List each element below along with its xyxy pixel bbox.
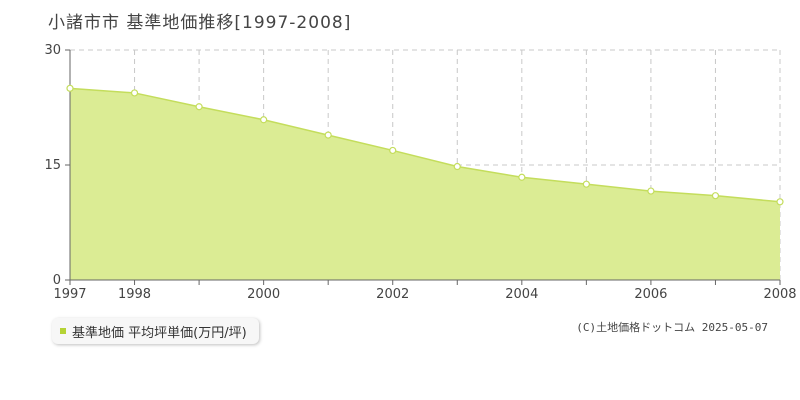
x-tick-label-1997: 1997 [53, 287, 86, 302]
data-point-2001 [324, 131, 332, 139]
series-line [69, 87, 781, 203]
y-tick-label-30: 30 [44, 43, 61, 58]
data-point-2007 [711, 192, 720, 200]
legend-swatch [60, 328, 66, 334]
data-point-2008 [776, 198, 784, 206]
x-tick-label-1998: 1998 [118, 287, 151, 302]
copyright-text: (C)土地価格ドットコム 2025-05-07 [576, 321, 768, 334]
data-point-1999 [195, 103, 203, 111]
tick-labels: 0 15 30 1997 1998 2000 2002 2004 2006 2008 [44, 43, 796, 302]
series-fill [70, 88, 780, 280]
data-point-2000 [260, 116, 268, 124]
x-tick-label-2004: 2004 [505, 287, 538, 302]
legend: 基準地価 平均坪単価(万円/坪) [52, 318, 259, 344]
x-tick-label-2006: 2006 [634, 287, 667, 302]
legend-label: 基準地価 平均坪単価(万円/坪) [72, 325, 247, 341]
data-point-2002 [389, 146, 397, 155]
y-tick-label-15: 15 [44, 158, 61, 173]
series-markers [66, 84, 784, 206]
data-point-2006 [647, 187, 655, 195]
data-point-1997 [66, 84, 74, 92]
data-point-2005 [582, 180, 590, 188]
x-tick-label-2000: 2000 [247, 287, 280, 302]
y-tick-label-0: 0 [53, 273, 61, 288]
series-area [69, 87, 781, 280]
x-tick-label-2008: 2008 [763, 287, 796, 302]
x-tick-label-2002: 2002 [376, 287, 409, 302]
data-point-1998 [130, 89, 139, 97]
data-point-2004 [518, 173, 526, 181]
data-point-2003 [453, 162, 461, 171]
chart-title: 小諸市市 基準地価推移[1997-2008] [48, 13, 352, 33]
